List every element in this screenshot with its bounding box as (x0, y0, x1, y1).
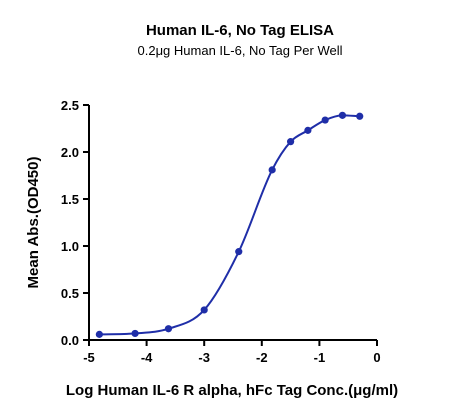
data-point (164, 325, 173, 333)
axes (88, 105, 377, 341)
y-tick-label: 0.5 (61, 286, 79, 301)
x-tick-label: -2 (256, 350, 268, 365)
data-point (338, 111, 347, 119)
x-tick-label: -5 (83, 350, 95, 365)
data-point (321, 116, 329, 124)
data-point (287, 138, 295, 146)
x-tick-label: -1 (314, 350, 326, 365)
x-tick-label: -3 (198, 350, 210, 365)
data-point (200, 306, 208, 314)
y-tick-label: 0.0 (61, 333, 79, 348)
data-point (304, 126, 312, 134)
data-point (356, 112, 364, 120)
data-point (131, 329, 139, 338)
data-points (95, 111, 364, 338)
x-tick-label: 0 (373, 350, 380, 365)
y-axis-label: Mean Abs.(OD450) (25, 157, 42, 289)
y-tick-label: 2.5 (61, 98, 79, 113)
data-point (235, 248, 243, 256)
y-tick-label: 1.0 (61, 239, 79, 254)
chart-subtitle: 0.2μg Human IL-6, No Tag Per Well (138, 43, 343, 58)
fitted-curve (99, 114, 360, 336)
x-ticks: -5 -4 -3 -2 -1 0 (83, 340, 381, 365)
chart-title: Human IL-6, No Tag ELISA (146, 22, 334, 39)
y-ticks: 0.0 0.5 1.0 1.5 2.0 2.5 (61, 98, 89, 348)
y-tick-label: 1.5 (61, 192, 79, 207)
data-point (268, 166, 276, 174)
x-axis-label: Log Human IL-6 R alpha, hFc Tag Conc.(μg… (66, 382, 398, 399)
x-tick-label: -4 (141, 350, 153, 365)
y-tick-label: 2.0 (61, 145, 79, 160)
data-point (95, 330, 103, 338)
